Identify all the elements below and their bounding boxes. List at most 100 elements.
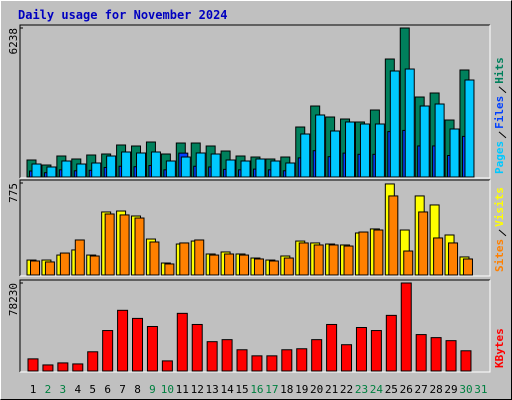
bar bbox=[195, 152, 206, 178]
y-tick-label: 6238 bbox=[7, 28, 20, 55]
x-tick-label: 1 bbox=[30, 383, 37, 396]
bar bbox=[136, 152, 147, 178]
bar bbox=[102, 330, 114, 372]
bar bbox=[251, 355, 263, 372]
x-tick-label: 30 bbox=[459, 383, 472, 396]
bar bbox=[165, 160, 176, 178]
bar bbox=[61, 160, 72, 178]
bar bbox=[210, 153, 221, 178]
legend-label: Visits bbox=[493, 187, 506, 227]
bar bbox=[403, 250, 414, 276]
bar bbox=[255, 158, 266, 178]
bar bbox=[281, 349, 293, 372]
legend-label: Sites bbox=[493, 239, 506, 272]
bar bbox=[89, 255, 100, 276]
bar bbox=[59, 252, 70, 276]
legend-label: Hits bbox=[493, 57, 506, 84]
x-tick-label: 16 bbox=[250, 383, 263, 396]
x-tick-label: 19 bbox=[295, 383, 308, 396]
bar bbox=[313, 244, 324, 276]
bar bbox=[415, 334, 427, 372]
y-tick-label: 78230 bbox=[7, 283, 20, 316]
x-tick-label: 12 bbox=[191, 383, 204, 396]
bar bbox=[221, 339, 233, 372]
bar bbox=[132, 317, 144, 372]
legend-separator bbox=[498, 86, 507, 94]
bar bbox=[164, 263, 175, 276]
bar bbox=[206, 341, 218, 372]
legend-label: Pages bbox=[493, 141, 506, 174]
bar bbox=[341, 344, 353, 372]
bar bbox=[117, 309, 129, 372]
bar bbox=[359, 123, 370, 178]
x-tick-label: 3 bbox=[60, 383, 67, 396]
bar bbox=[462, 258, 473, 276]
bar bbox=[134, 217, 145, 276]
y-tick-label: 775 bbox=[7, 183, 20, 203]
plot-border bbox=[20, 180, 491, 277]
bar bbox=[76, 163, 87, 178]
bar bbox=[385, 314, 397, 372]
bar bbox=[460, 350, 472, 372]
bar bbox=[176, 312, 188, 372]
x-tick-label: 29 bbox=[444, 383, 457, 396]
x-tick-label: 9 bbox=[149, 383, 156, 396]
plot-border bbox=[19, 279, 490, 372]
x-tick-label: 13 bbox=[206, 383, 219, 396]
bar bbox=[30, 260, 40, 276]
bar bbox=[239, 254, 250, 276]
bar bbox=[374, 123, 385, 178]
bar bbox=[74, 239, 85, 276]
plot-border bbox=[19, 179, 490, 276]
bar bbox=[355, 327, 367, 372]
bar bbox=[449, 128, 460, 178]
bar bbox=[209, 254, 220, 276]
plot-border bbox=[20, 280, 491, 373]
bar bbox=[283, 257, 294, 276]
bar bbox=[31, 163, 42, 178]
bar bbox=[285, 162, 296, 178]
bar bbox=[430, 337, 442, 372]
bar bbox=[179, 242, 190, 276]
bar bbox=[315, 114, 326, 178]
bar bbox=[404, 68, 415, 178]
x-tick-label: 31 bbox=[474, 383, 487, 396]
bar bbox=[418, 211, 429, 276]
bar bbox=[87, 351, 99, 372]
bar bbox=[149, 241, 160, 276]
bar bbox=[224, 253, 235, 276]
bar bbox=[326, 323, 338, 372]
x-tick-label: 17 bbox=[265, 383, 278, 396]
bar bbox=[448, 242, 459, 276]
bar bbox=[311, 339, 323, 372]
bar bbox=[91, 162, 102, 178]
bar bbox=[72, 363, 84, 372]
bar bbox=[370, 330, 382, 372]
bar bbox=[106, 155, 117, 178]
x-tick-label: 24 bbox=[370, 383, 384, 396]
bar bbox=[270, 160, 281, 178]
bar bbox=[345, 121, 356, 178]
bar bbox=[236, 349, 248, 372]
bar bbox=[253, 258, 264, 276]
bar bbox=[161, 360, 173, 372]
bar bbox=[300, 133, 311, 178]
bar bbox=[419, 105, 430, 178]
x-tick-label: 2 bbox=[45, 383, 52, 396]
x-tick-label: 4 bbox=[74, 383, 81, 396]
bar bbox=[330, 130, 341, 178]
legend-label: KBytes bbox=[493, 328, 506, 368]
x-tick-label: 27 bbox=[415, 383, 428, 396]
x-tick-label: 11 bbox=[176, 383, 189, 396]
bar bbox=[57, 362, 69, 372]
chart-title: Daily usage for November 2024 bbox=[18, 8, 228, 22]
bar bbox=[434, 103, 445, 178]
x-tick-label: 18 bbox=[280, 383, 293, 396]
bar bbox=[268, 260, 279, 276]
x-tick-label: 8 bbox=[134, 383, 141, 396]
bar bbox=[119, 214, 130, 276]
bar bbox=[373, 229, 384, 276]
x-tick-label: 26 bbox=[400, 383, 413, 396]
